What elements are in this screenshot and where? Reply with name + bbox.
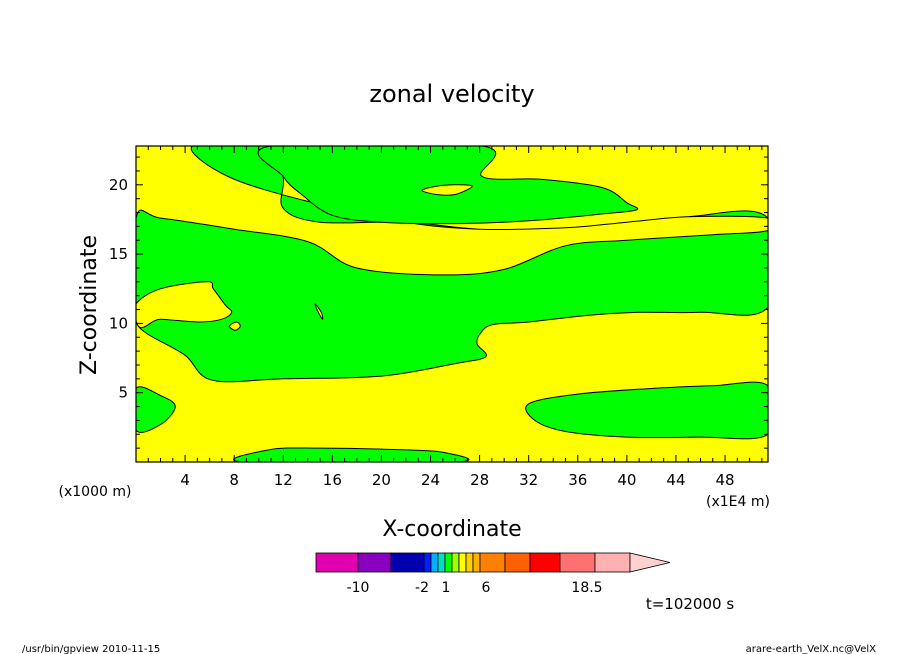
colorbar-swatch-8 bbox=[451, 552, 460, 573]
colorbar-swatch-13 bbox=[504, 552, 531, 573]
colorbar-label-3: 1 bbox=[442, 580, 451, 596]
y-axis-title: Z-coordinate bbox=[77, 235, 102, 375]
negative-region-5 bbox=[233, 447, 470, 462]
y-tick-label-20: 20 bbox=[109, 176, 128, 194]
colorbar-label-2: -2 bbox=[415, 580, 429, 596]
footer-left: /usr/bin/gpview 2010-11-15 bbox=[22, 644, 160, 654]
x-axis-title: X-coordinate bbox=[382, 517, 521, 542]
colorbar-swatch-2 bbox=[357, 552, 392, 573]
colorbar-label-1: -10 bbox=[347, 580, 370, 596]
colorbar-extend-arrow bbox=[629, 552, 671, 573]
colorbar-label-5: 18.5 bbox=[571, 580, 602, 596]
x-tick-label-28: 28 bbox=[470, 471, 489, 489]
colorbar-swatch-3 bbox=[390, 552, 425, 573]
x-unit-label: (x1E4 m) bbox=[706, 494, 770, 510]
x-tick-label-4: 4 bbox=[180, 471, 190, 489]
colorbar-swatch-9 bbox=[458, 552, 467, 573]
x-tick-label-20: 20 bbox=[372, 471, 391, 489]
x-tick-label-12: 12 bbox=[274, 471, 293, 489]
colorbar-swatch-1 bbox=[315, 552, 359, 573]
x-tick-label-8: 8 bbox=[229, 471, 239, 489]
contour-field bbox=[136, 146, 768, 462]
x-tick-label-44: 44 bbox=[666, 471, 685, 489]
x-tick-label-16: 16 bbox=[323, 471, 342, 489]
colorbar-swatch-7 bbox=[444, 552, 453, 573]
y-tick-label-15: 15 bbox=[109, 245, 128, 263]
x-tick-label-24: 24 bbox=[421, 471, 440, 489]
colorbar-swatch-11 bbox=[472, 552, 481, 573]
x-tick-label-36: 36 bbox=[568, 471, 587, 489]
x-tick-label-48: 48 bbox=[716, 471, 735, 489]
colorbar-swatch-5 bbox=[430, 552, 439, 573]
x-tick-label-40: 40 bbox=[617, 471, 636, 489]
plot-frame bbox=[135, 145, 769, 463]
footer-right: arare-earth_VelX.nc@VelX bbox=[746, 644, 877, 654]
time-annotation: t=102000 s bbox=[646, 595, 734, 613]
positive-island-1 bbox=[421, 184, 473, 196]
colorbar-label-4: 6 bbox=[482, 580, 491, 596]
positive-island-3 bbox=[228, 321, 241, 331]
colorbar-swatch-15 bbox=[559, 552, 596, 573]
colorbar-swatch-6 bbox=[437, 552, 446, 573]
plot-area bbox=[135, 145, 769, 463]
negative-region-3 bbox=[136, 386, 176, 433]
colorbar-swatch-12 bbox=[479, 552, 506, 573]
x-tick-label-32: 32 bbox=[519, 471, 538, 489]
colorbar-swatch-14 bbox=[529, 552, 561, 573]
negative-region-1 bbox=[136, 146, 768, 383]
chart-title: zonal velocity bbox=[369, 80, 534, 108]
colorbar-swatch-10 bbox=[465, 552, 474, 573]
y-tick-label-5: 5 bbox=[118, 384, 128, 402]
y-tick-label-10: 10 bbox=[109, 314, 128, 332]
y-unit-label: (x1000 m) bbox=[59, 484, 132, 500]
colorbar-swatch-16 bbox=[594, 552, 631, 573]
colorbar: -10 -2 1 6 18.5 bbox=[315, 552, 671, 596]
colorbar-swatch-4 bbox=[423, 552, 432, 573]
positive-island-2 bbox=[314, 303, 324, 320]
